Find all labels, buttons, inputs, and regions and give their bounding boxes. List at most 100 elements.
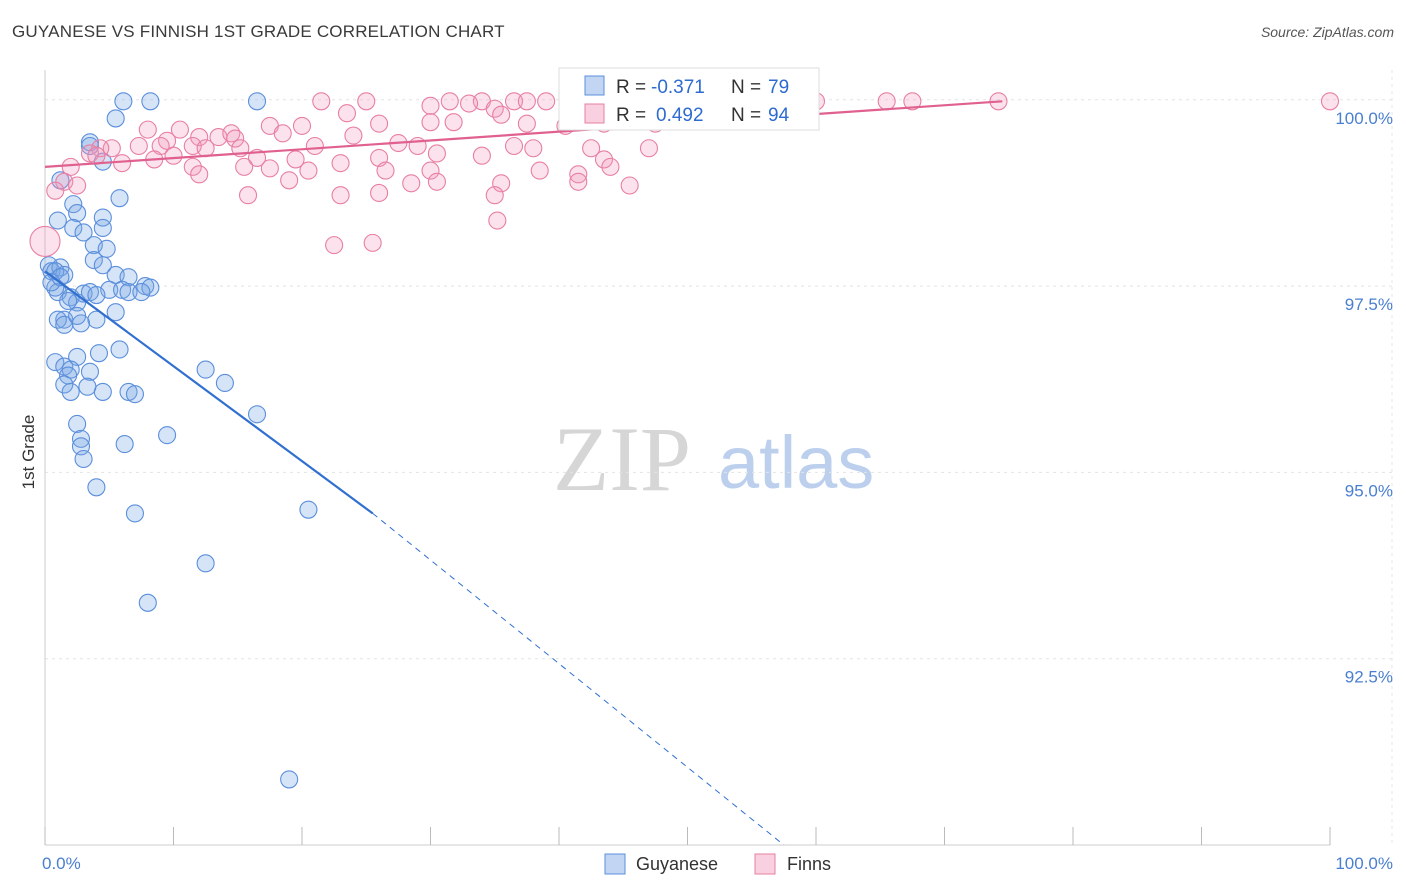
guyanese-point <box>87 478 106 497</box>
finns-point <box>312 92 331 111</box>
finns-point <box>530 161 549 180</box>
guyanese-point <box>74 449 93 469</box>
finns-point <box>183 157 202 176</box>
guyanese-point <box>71 314 91 333</box>
guyanese-point <box>87 310 106 329</box>
guyanese-point <box>114 92 133 111</box>
watermark-zip: ZIP <box>553 408 691 510</box>
finns-point <box>421 113 440 132</box>
guyanese-point <box>87 285 106 305</box>
finns-point <box>337 104 357 123</box>
legend-swatch-guyanese <box>584 75 605 96</box>
guyanese-point <box>68 204 87 223</box>
series-legend: Guyanese Finns <box>604 853 831 875</box>
finns-point <box>639 139 659 158</box>
finns-point <box>129 136 148 156</box>
guyanese-point <box>138 593 157 612</box>
finns-point <box>444 113 463 132</box>
guyanese-point <box>132 283 151 302</box>
finns-point <box>292 116 312 135</box>
guyanese-point <box>64 218 83 238</box>
guyanese-point <box>74 223 93 242</box>
guyanese-point <box>280 770 299 789</box>
finns-point <box>344 126 363 145</box>
finns-point <box>190 165 209 184</box>
legend-r-value-2: 0.492 <box>656 105 704 126</box>
finns-point <box>46 181 65 200</box>
legend-r-value-1: -0.371 <box>651 77 705 98</box>
guyanese-point <box>115 435 134 454</box>
finns-point <box>331 154 350 173</box>
legend-r-label-1: R = <box>616 77 646 98</box>
finns-point <box>190 128 209 147</box>
finns-point <box>488 211 507 230</box>
finns-point <box>472 146 491 165</box>
y-tick-label: 97.5% <box>1345 295 1393 314</box>
legend-n-label-2: N = <box>731 105 761 126</box>
guyanese-point <box>106 303 125 322</box>
finns-point <box>138 120 157 139</box>
guyanese-point <box>247 92 267 111</box>
finns-point <box>594 150 614 169</box>
watermark-atlas: atlas <box>718 421 874 504</box>
guyanese-point <box>59 291 78 311</box>
finns-point <box>569 172 588 191</box>
guyanese-point <box>110 189 129 208</box>
guyanese-point <box>141 278 160 297</box>
guyanese-point <box>93 382 112 401</box>
finns-point <box>517 114 536 133</box>
bottom-legend-swatch-finns <box>754 853 776 875</box>
axes <box>44 70 1331 846</box>
guyanese-point <box>89 344 109 363</box>
finns-trend-line <box>44 100 1003 168</box>
finns-point <box>235 157 254 176</box>
finns-point <box>299 161 318 180</box>
finns-point <box>421 161 440 180</box>
guyanese-point <box>61 382 80 401</box>
finns-point <box>485 186 504 205</box>
finns-point <box>305 136 324 156</box>
finns-point <box>370 114 389 133</box>
x-tick-label-end: 100.0% <box>1335 854 1393 873</box>
y-tick-labels: 100.0% 97.5% 95.0% 92.5% <box>1335 109 1393 687</box>
finns-point <box>68 176 87 195</box>
guyanese-point <box>141 92 160 111</box>
finns-point <box>238 186 258 205</box>
finns-point <box>427 144 446 163</box>
finns-point <box>427 172 446 191</box>
finns-point <box>260 159 279 178</box>
finns-point <box>459 94 479 113</box>
guyanese-point <box>196 554 215 573</box>
guyanese-point <box>55 375 74 394</box>
x-tick-labels: 0.0% 100.0% <box>42 854 1393 873</box>
y-tick-label: 100.0% <box>1335 109 1393 128</box>
guyanese-point <box>78 377 97 396</box>
bottom-legend-guyanese: Guyanese <box>636 854 718 874</box>
finns-point <box>517 92 536 111</box>
finns-point <box>87 146 106 165</box>
trend-lines <box>44 100 1003 846</box>
y-tick-label: 95.0% <box>1345 481 1393 500</box>
guyanese-point <box>196 360 215 379</box>
guyanese-point <box>68 414 87 434</box>
finns-point <box>325 236 344 255</box>
finns-point <box>196 139 215 158</box>
finns-point <box>61 157 80 176</box>
finns-point <box>504 136 524 156</box>
guyanese-point <box>84 250 103 270</box>
finns-point <box>524 139 543 158</box>
guyanese-trend-extension <box>372 513 785 846</box>
x-tick-label-start: 0.0% <box>42 854 81 873</box>
y-axis-title: 1st Grade <box>19 415 38 490</box>
finns-point <box>569 165 588 184</box>
legend-n-label-1: N = <box>731 77 761 98</box>
finns-point <box>226 129 245 148</box>
guyanese-point <box>247 405 267 424</box>
finns-point <box>582 139 601 158</box>
guyanese-trend-line <box>44 270 374 515</box>
finns-point <box>280 171 299 190</box>
guyanese-point <box>93 218 112 238</box>
finns-point <box>113 154 132 173</box>
guyanese-point <box>299 500 318 519</box>
